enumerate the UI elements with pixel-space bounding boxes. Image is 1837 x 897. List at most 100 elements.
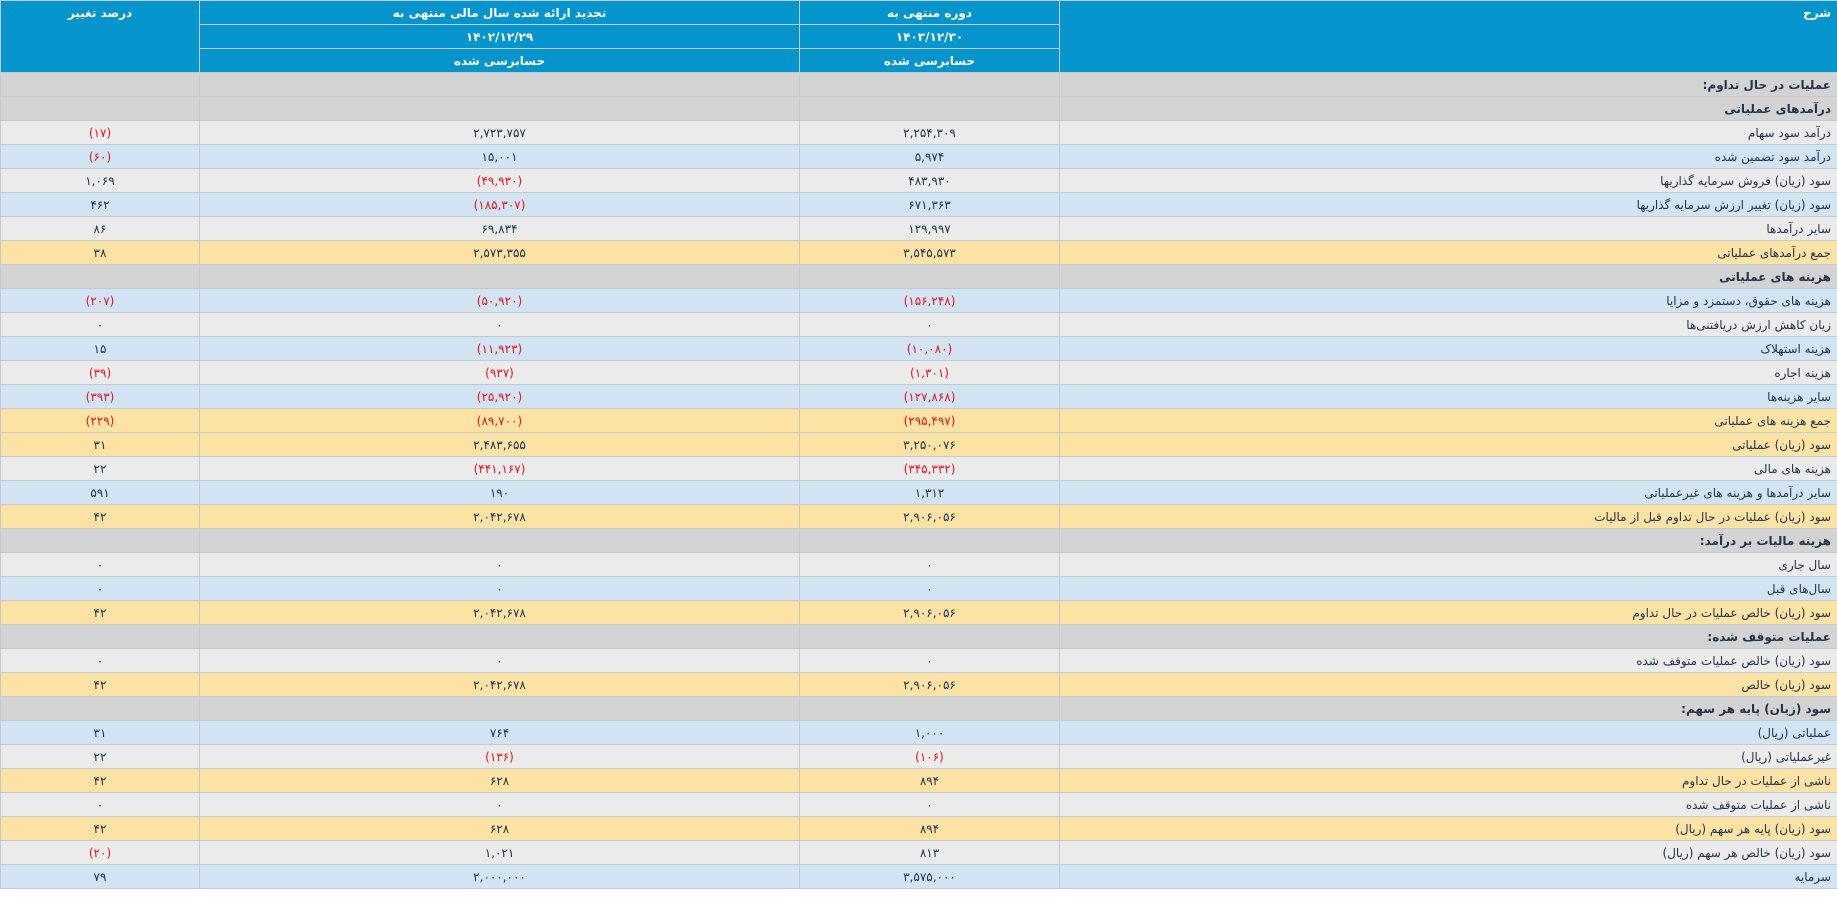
table-row: هزینه های مالی (۳۴۵,۳۳۲) (۴۴۱,۱۶۷) ۲۲ [0, 456, 1837, 481]
current-period-value: ۳,۲۵۰,۰۷۶ [799, 432, 1060, 457]
row-label: سایر درآمدها [1059, 216, 1837, 241]
table-row: زیان کاهش ارزش دریافتنی‌ها ۰ ۰ ۰ [0, 312, 1837, 337]
row-label: درآمدهای عملیاتی [1059, 96, 1837, 121]
change-percent-value: ۱,۰۶۹ [0, 168, 200, 193]
table-row: سرمایه ۳,۵۷۵,۰۰۰ ۲,۰۰۰,۰۰۰ ۷۹ [0, 864, 1837, 889]
change-percent-value: ۴۲ [0, 600, 200, 625]
change-percent-value [0, 264, 200, 289]
table-row: سایر درآمدها و هزینه های غیرعملیاتی ۱,۳۱۲… [0, 480, 1837, 505]
current-period-value: ۸۱۳ [799, 840, 1060, 865]
total-row: سود (زیان) خالص ۲,۹۰۶,۰۵۶ ۲,۰۴۲,۶۷۸ ۴۲ [0, 672, 1837, 697]
row-label: عملیات متوقف شده: [1059, 624, 1837, 649]
change-percent-value: (۳۹) [0, 360, 200, 385]
change-percent-value: ۸۶ [0, 216, 200, 241]
change-percent-value [0, 72, 200, 97]
current-period-value: ۱۲۹,۹۹۷ [799, 216, 1060, 241]
prior-period-value: ۷۶۴ [199, 720, 800, 745]
table-row: هزینه های حقوق، دستمزد و مزایا (۱۵۶,۲۴۸)(… [0, 288, 1837, 313]
row-label: ناشی از عملیات در حال تداوم [1059, 768, 1837, 793]
current-period-value: (۲۹۵,۴۹۷) [799, 408, 1060, 433]
prior-period-value: ۰ [199, 552, 800, 577]
current-period-value: ۰ [799, 552, 1060, 577]
section-row: درآمدهای عملیاتی [0, 96, 1837, 121]
prior-period-value [199, 264, 800, 289]
table-row: سایر درآمدها ۱۲۹,۹۹۷ ۶۹,۸۳۴ ۸۶ [0, 216, 1837, 241]
row-label: سال جاری [1059, 552, 1837, 577]
row-label: هزینه استهلاک [1059, 336, 1837, 361]
table-header: شرح دوره منتهی به تجدید ارائه شده سال ما… [0, 0, 1837, 73]
row-label: جمع هزینه های عملیاتی [1059, 408, 1837, 433]
prior-period-value: (۵۰,۹۲۰) [199, 288, 800, 313]
prior-period-value: ۲,۰۰۰,۰۰۰ [199, 864, 800, 889]
prior-period-value: (۲۵,۹۲۰) [199, 384, 800, 409]
prior-period-value: ۰ [199, 312, 800, 337]
current-period-value: ۳,۵۴۵,۵۷۳ [799, 240, 1060, 265]
current-period-value: ۰ [799, 648, 1060, 673]
current-period-value: ۲,۹۰۶,۰۵۶ [799, 504, 1060, 529]
change-percent-value: ۴۲ [0, 768, 200, 793]
total-row: سود (زیان) عملیات در حال تداوم قبل از ما… [0, 504, 1837, 529]
row-label: زیان کاهش ارزش دریافتنی‌ها [1059, 312, 1837, 337]
prior-period-value: ۲,۷۲۳,۷۵۷ [199, 120, 800, 145]
section-row: عملیات متوقف شده: [0, 624, 1837, 649]
header-current-date: ۱۴۰۳/۱۲/۳۰ [799, 24, 1060, 49]
total-row: سود (زیان) خالص عملیات در حال تداوم ۲,۹۰۶… [0, 600, 1837, 625]
current-period-value: (۱۰۶) [799, 744, 1060, 769]
table-row: سایر هزینه‌ها (۱۲۷,۸۶۸) (۲۵,۹۲۰) (۳۹۳) [0, 384, 1837, 409]
current-period-value: ۱,۳۱۲ [799, 480, 1060, 505]
row-label: سود (زیان) پایه هر سهم: [1059, 696, 1837, 721]
total-row: ناشی از عملیات در حال تداوم ۸۹۴ ۶۲۸ ۴۲ [0, 768, 1837, 793]
change-percent-value: ۰ [0, 552, 200, 577]
change-percent-value: (۲۲۹) [0, 408, 200, 433]
change-percent-value: (۶۰) [0, 144, 200, 169]
row-label: هزینه های حقوق، دستمزد و مزایا [1059, 288, 1837, 313]
current-period-value: (۱۰,۰۸۰) [799, 336, 1060, 361]
change-percent-value: ۴۶۲ [0, 192, 200, 217]
change-percent-value: ۴۲ [0, 672, 200, 697]
row-label: هزینه های مالی [1059, 456, 1837, 481]
row-label: سود (زیان) تغییر ارزش سرمایه گذاریها [1059, 192, 1837, 217]
prior-period-value: ۶۲۸ [199, 768, 800, 793]
row-label: غیرعملیاتی (ریال) [1059, 744, 1837, 769]
total-row: جمع درآمدهای عملیاتی ۳,۵۴۵,۵۷۳ ۲,۵۷۳,۳۵۵ ۳۸ [0, 240, 1837, 265]
table-row: هزینه اجاره (۱,۳۰۱) (۹۳۷) (۳۹) [0, 360, 1837, 385]
change-percent-value: (۳۹۳) [0, 384, 200, 409]
row-label: عملیاتی (ریال) [1059, 720, 1837, 745]
change-percent-value: ۰ [0, 312, 200, 337]
total-row: سود (زیان) پایه هر سهم (ریال) ۸۹۴ ۶۲۸ ۴۲ [0, 816, 1837, 841]
table-body: عملیات در حال تداوم: درآمدهای عملیاتی درآم… [0, 72, 1837, 889]
row-label: هزینه مالیات بر درآمد: [1059, 528, 1837, 553]
table-row: غیرعملیاتی (ریال) (۱۰۶) (۱۳۶) ۲۲ [0, 744, 1837, 769]
prior-period-value: (۱۸۵,۳۰۷) [199, 192, 800, 217]
row-label: سود (زیان) خالص عملیات متوقف شده [1059, 648, 1837, 673]
header-description: شرح [1059, 0, 1837, 73]
current-period-value: ۸۹۴ [799, 816, 1060, 841]
row-label: درآمد سود تضمین شده [1059, 144, 1837, 169]
table-row: ناشی از عملیات متوقف شده ۰ ۰ ۰ [0, 792, 1837, 817]
prior-period-value: ۰ [199, 576, 800, 601]
prior-period-value: (۸۹,۷۰۰) [199, 408, 800, 433]
section-row: سود (زیان) پایه هر سهم: [0, 696, 1837, 721]
prior-period-value [199, 696, 800, 721]
row-label: سود (زیان) خالص هر سهم (ریال) [1059, 840, 1837, 865]
current-period-value: (۱۲۷,۸۶۸) [799, 384, 1060, 409]
prior-period-value: ۰ [199, 792, 800, 817]
prior-period-value: (۱۱,۹۲۳) [199, 336, 800, 361]
current-period-value: ۲,۹۰۶,۰۵۶ [799, 600, 1060, 625]
current-period-value: ۰ [799, 792, 1060, 817]
table-row: عملیاتی (ریال) ۱,۰۰۰ ۷۶۴ ۳۱ [0, 720, 1837, 745]
row-label: سود (زیان) عملیات در حال تداوم قبل از ما… [1059, 504, 1837, 529]
change-percent-value: ۳۱ [0, 432, 200, 457]
table-row: سود (زیان) تغییر ارزش سرمایه گذاریها ۶۷۱,… [0, 192, 1837, 217]
prior-period-value: ۰ [199, 648, 800, 673]
row-label: سال‌های قبل [1059, 576, 1837, 601]
change-percent-value [0, 96, 200, 121]
change-percent-value: ۵۹۱ [0, 480, 200, 505]
prior-period-value: ۱۵,۰۰۱ [199, 144, 800, 169]
change-percent-value: ۰ [0, 648, 200, 673]
prior-period-value: ۲,۰۴۲,۶۷۸ [199, 504, 800, 529]
table-row: سال‌های قبل ۰ ۰ ۰ [0, 576, 1837, 601]
header-prior-date: ۱۴۰۲/۱۲/۲۹ [199, 24, 800, 49]
current-period-value [799, 264, 1060, 289]
change-percent-value: ۰ [0, 576, 200, 601]
